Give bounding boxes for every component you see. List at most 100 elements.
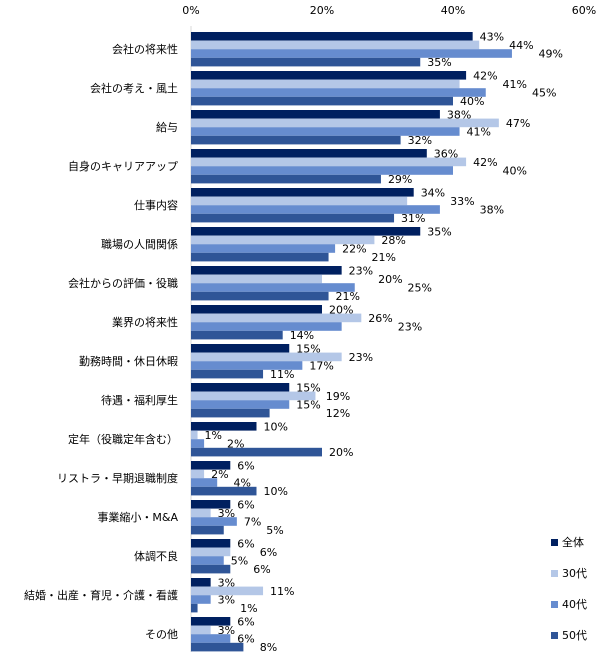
bar-30代: [191, 547, 231, 557]
x-tick-label: 0%: [182, 4, 199, 17]
bar-40代: [191, 595, 211, 604]
category-label: 会社の将来性: [112, 42, 178, 56]
data-label: 40%: [460, 95, 484, 108]
bar-40代: [191, 322, 342, 331]
bar-50代: [191, 135, 401, 145]
data-label: 20%: [329, 446, 353, 459]
category-label: 体調不良: [134, 549, 178, 563]
legend-label: 50代: [562, 629, 587, 642]
data-label: 6%: [237, 633, 254, 646]
data-label: 2%: [211, 468, 228, 481]
bar-40代: [191, 205, 440, 214]
bar-30代: [191, 79, 460, 89]
category-label: 自身のキャリアアップ: [68, 159, 178, 173]
bar-全体: [191, 266, 342, 275]
x-tick-label: 40%: [441, 4, 465, 17]
bar-30代: [191, 430, 198, 440]
data-label: 12%: [326, 407, 350, 420]
bar-50代: [191, 213, 395, 223]
bar-40代: [191, 166, 453, 175]
data-label: 3%: [218, 576, 235, 589]
bar-30代: [191, 508, 211, 518]
bar-全体: [191, 578, 211, 587]
data-label: 4%: [234, 477, 251, 490]
data-label: 20%: [378, 273, 402, 286]
x-tick-label: 20%: [310, 4, 334, 17]
bar-全体: [191, 539, 231, 548]
bar-40代: [191, 127, 460, 136]
bar-全体: [191, 422, 257, 431]
data-label: 28%: [381, 234, 405, 247]
category-label: 事業縮小・M&A: [97, 510, 178, 524]
data-label: 11%: [270, 585, 294, 598]
legend-label: 40代: [562, 598, 587, 611]
bar-30代: [191, 586, 264, 596]
bar-30代: [191, 625, 211, 635]
bar-30代: [191, 313, 362, 323]
data-label: 43%: [480, 30, 504, 43]
data-label: 6%: [237, 615, 254, 628]
bar-全体: [191, 617, 231, 626]
data-label: 1%: [205, 429, 222, 442]
data-label: 42%: [473, 156, 497, 169]
data-label: 26%: [368, 312, 392, 325]
category-label: 仕事内容: [134, 198, 178, 212]
data-label: 32%: [408, 134, 432, 147]
bar-50代: [191, 525, 224, 535]
bar-30代: [191, 235, 375, 245]
category-label: 職場の人間関係: [101, 238, 178, 251]
bar-全体: [191, 32, 473, 41]
legend-label: 全体: [562, 535, 584, 549]
data-label: 11%: [270, 368, 294, 381]
bar-50代: [191, 291, 329, 301]
data-label: 22%: [342, 243, 366, 256]
data-label: 5%: [266, 524, 283, 537]
data-label: 25%: [408, 282, 432, 295]
category-label: 業界の将来性: [112, 315, 178, 329]
bar-50代: [191, 174, 381, 184]
bar-50代: [191, 447, 322, 457]
data-label: 8%: [260, 641, 277, 654]
bar-全体: [191, 149, 427, 158]
data-label: 15%: [296, 342, 320, 355]
data-label: 6%: [260, 546, 277, 559]
data-label: 49%: [539, 48, 563, 61]
data-label: 2%: [227, 438, 244, 451]
bar-40代: [191, 283, 355, 292]
bar-50代: [191, 564, 231, 574]
bar-全体: [191, 344, 290, 353]
data-label: 10%: [264, 485, 288, 498]
data-label: 33%: [450, 195, 474, 208]
bar-全体: [191, 383, 290, 392]
bar-50代: [191, 603, 198, 613]
bar-全体: [191, 71, 467, 80]
data-label: 42%: [473, 69, 497, 82]
data-label: 6%: [253, 563, 270, 576]
bar-全体: [191, 461, 231, 470]
data-label: 29%: [388, 173, 412, 186]
data-label: 47%: [506, 117, 530, 130]
bar-30代: [191, 274, 322, 284]
data-label: 3%: [218, 594, 235, 607]
bar-40代: [191, 244, 336, 253]
bar-40代: [191, 88, 486, 97]
bar-40代: [191, 634, 231, 643]
bar-50代: [191, 642, 244, 652]
data-label: 40%: [503, 165, 527, 178]
data-label: 23%: [398, 321, 422, 334]
data-label: 10%: [264, 420, 288, 433]
bar-30代: [191, 352, 342, 362]
data-label: 1%: [240, 602, 257, 615]
data-label: 21%: [336, 290, 360, 303]
bar-40代: [191, 361, 303, 370]
data-label: 21%: [372, 251, 396, 264]
data-label: 5%: [231, 555, 248, 568]
category-label: リストラ・早期退職制度: [57, 471, 178, 485]
data-label: 20%: [329, 303, 353, 316]
bar-30代: [191, 157, 467, 167]
bar-30代: [191, 118, 499, 128]
bar-50代: [191, 252, 329, 262]
bar-40代: [191, 439, 205, 448]
bar-全体: [191, 188, 414, 197]
